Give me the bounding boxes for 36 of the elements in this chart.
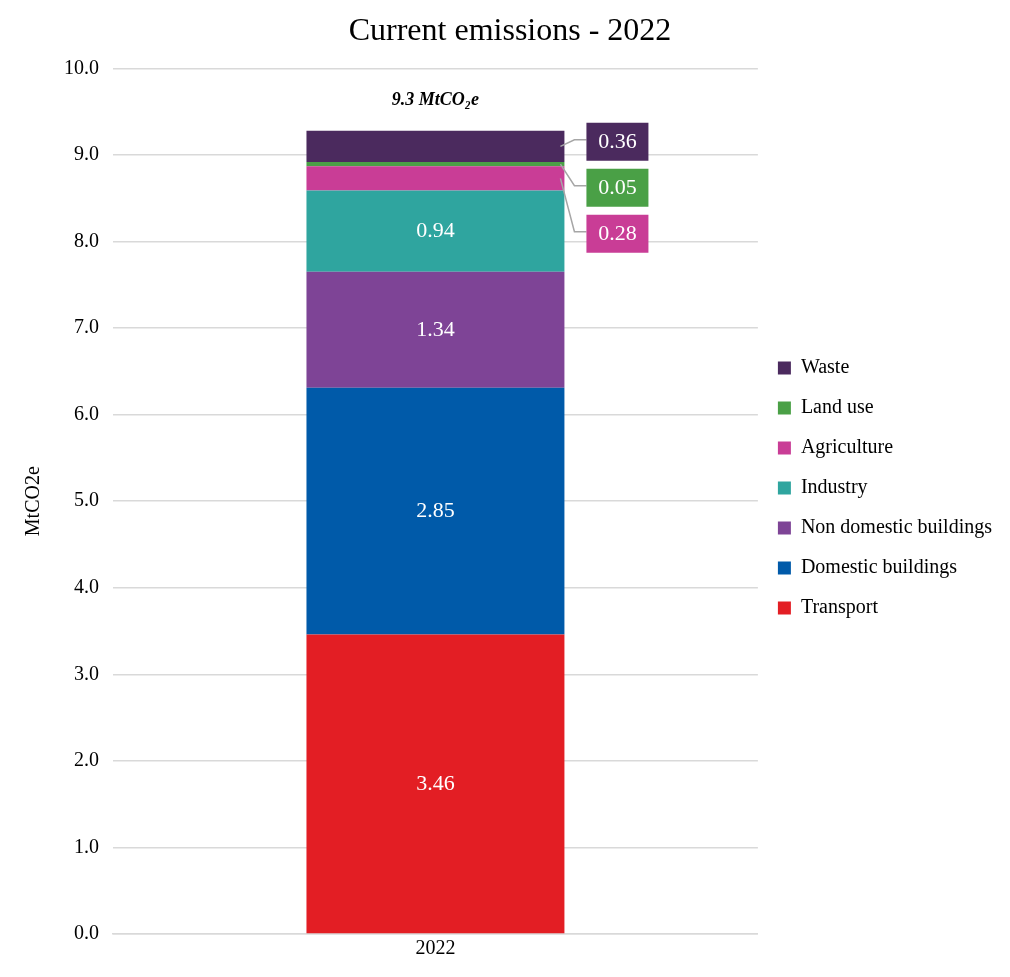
y-tick-label: 10.0	[64, 55, 99, 78]
x-tick-label: 2022	[415, 936, 456, 959]
legend-label: Agriculture	[800, 435, 894, 459]
legend-label: Domestic buildings	[800, 555, 958, 579]
legend-label: Land use	[800, 395, 874, 418]
y-tick-label: 3.0	[74, 661, 99, 684]
y-tick-label: 2.0	[74, 748, 99, 771]
y-tick-label: 6.0	[74, 401, 99, 424]
y-tick-label: 9.0	[74, 142, 99, 165]
y-tick-label: 7.0	[74, 315, 99, 338]
total-label: 9.3 MtCO₂e	[391, 89, 480, 110]
chart-title: Current emissions - 2022	[348, 10, 672, 47]
y-tick-label: 5.0	[74, 488, 99, 511]
data-label: 0.94	[416, 216, 455, 242]
legend-label: Non domestic buildings	[800, 515, 993, 539]
y-tick-label: 0.0	[74, 921, 99, 944]
y-tick-label: 8.0	[74, 228, 99, 251]
bar	[306, 130, 565, 162]
bar	[306, 166, 565, 191]
y-tick-label: 4.0	[74, 575, 99, 598]
data-label: 2.85	[416, 496, 455, 522]
bar	[306, 271, 565, 388]
data-label: 0.05	[598, 173, 637, 199]
bar	[306, 190, 565, 272]
data-label: 1.34	[416, 315, 455, 341]
legend-label: Transport	[800, 595, 879, 619]
data-label: 0.36	[598, 127, 637, 153]
legend-label: Industry	[800, 475, 868, 499]
bar	[306, 387, 565, 635]
data-label: 3.46	[416, 769, 455, 795]
bar	[306, 634, 565, 934]
y-tick-label: 1.0	[74, 834, 99, 857]
y-axis-title: MtCO2e	[21, 466, 44, 537]
data-label: 0.28	[598, 219, 637, 245]
legend-label: Waste	[800, 355, 850, 378]
bar	[306, 161, 565, 167]
